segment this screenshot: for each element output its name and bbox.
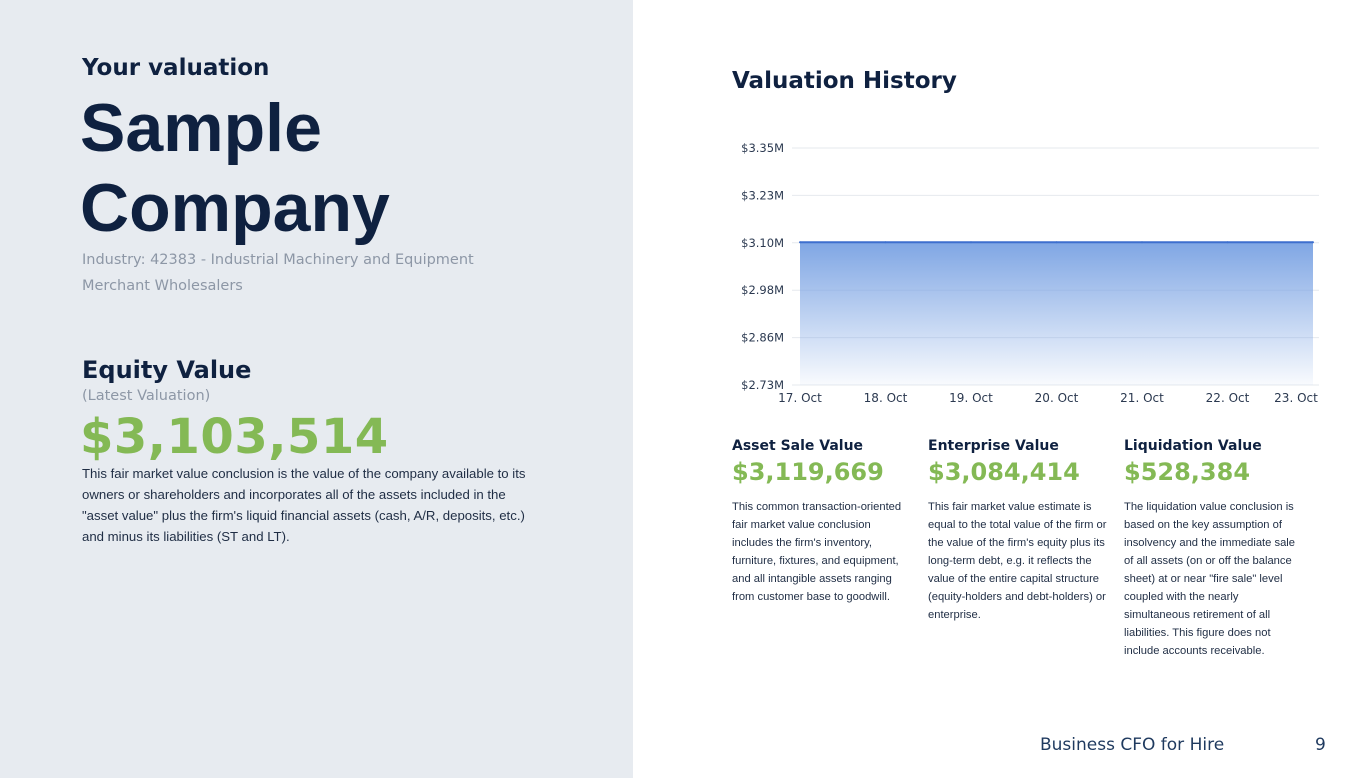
- eyebrow-label: Your valuation: [82, 55, 270, 81]
- valuation-history-chart: $2.73M $2.86M $2.98M $3.10M $3.23M $3.35M 17.…: [741, 141, 1319, 405]
- equity-heading: Equity Value: [82, 356, 252, 384]
- data-point: [884, 241, 887, 244]
- x-tick-label: 23. Oct: [1274, 391, 1318, 405]
- enterprise-card: Enterprise Value $3,084,414 This fair ma…: [928, 438, 1110, 624]
- footer-brand: Business CFO for Hire: [1040, 735, 1225, 755]
- chart-y-axis: $2.73M $2.86M $2.98M $3.10M $3.23M $3.35M: [741, 141, 784, 392]
- data-point: [1312, 241, 1314, 244]
- y-tick-label: $3.10M: [741, 236, 784, 250]
- asset-sale-value: $3,119,669: [732, 458, 884, 486]
- x-tick-label: 19. Oct: [949, 391, 993, 405]
- liquidation-card: Liquidation Value $528,384 The liquidati…: [1124, 438, 1306, 660]
- asset-sale-description: This common transaction-oriented fair ma…: [732, 501, 902, 603]
- data-point: [799, 241, 801, 244]
- industry-text: Industry: 42383 - Industrial Machinery a…: [82, 252, 474, 294]
- page-number: 9: [1315, 735, 1326, 755]
- liquidation-description: The liquidation value conclusion is base…: [1124, 501, 1296, 657]
- chart-series: [799, 241, 1314, 385]
- y-tick-label: $3.23M: [741, 188, 784, 202]
- enterprise-value: $3,084,414: [928, 458, 1080, 486]
- x-tick-label: 18. Oct: [864, 391, 908, 405]
- liquidation-value: $528,384: [1124, 458, 1251, 486]
- data-point: [1055, 241, 1058, 244]
- y-tick-label: $2.98M: [741, 283, 784, 297]
- y-tick-label: $3.35M: [741, 141, 784, 155]
- equity-description: This fair market value conclusion is the…: [82, 466, 526, 544]
- company-name: Sample Company: [80, 90, 390, 246]
- series-area: [800, 242, 1313, 385]
- enterprise-description: This fair market value estimate is equal…: [928, 501, 1107, 621]
- enterprise-title: Enterprise Value: [928, 438, 1059, 454]
- chart-x-axis: 17. Oct 18. Oct 19. Oct 20. Oct 21. Oct 22. O…: [778, 391, 1318, 405]
- x-tick-label: 20. Oct: [1035, 391, 1079, 405]
- y-tick-label: $2.73M: [741, 378, 784, 392]
- x-tick-label: 21. Oct: [1120, 391, 1164, 405]
- data-point: [1226, 241, 1229, 244]
- equity-value: $3,103,514: [80, 409, 389, 465]
- data-point: [1141, 241, 1143, 244]
- y-tick-label: $2.86M: [741, 331, 784, 345]
- chart-title: Valuation History: [732, 68, 957, 94]
- equity-subheading: (Latest Valuation): [82, 388, 211, 404]
- asset-sale-title: Asset Sale Value: [732, 438, 864, 454]
- x-tick-label: 17. Oct: [778, 391, 822, 405]
- left-panel: Your valuation Sample Company Industry: …: [0, 0, 633, 778]
- data-point: [970, 241, 972, 244]
- x-tick-label: 22. Oct: [1206, 391, 1250, 405]
- asset-sale-card: Asset Sale Value $3,119,669 This common …: [732, 438, 914, 606]
- liquidation-title: Liquidation Value: [1124, 438, 1262, 454]
